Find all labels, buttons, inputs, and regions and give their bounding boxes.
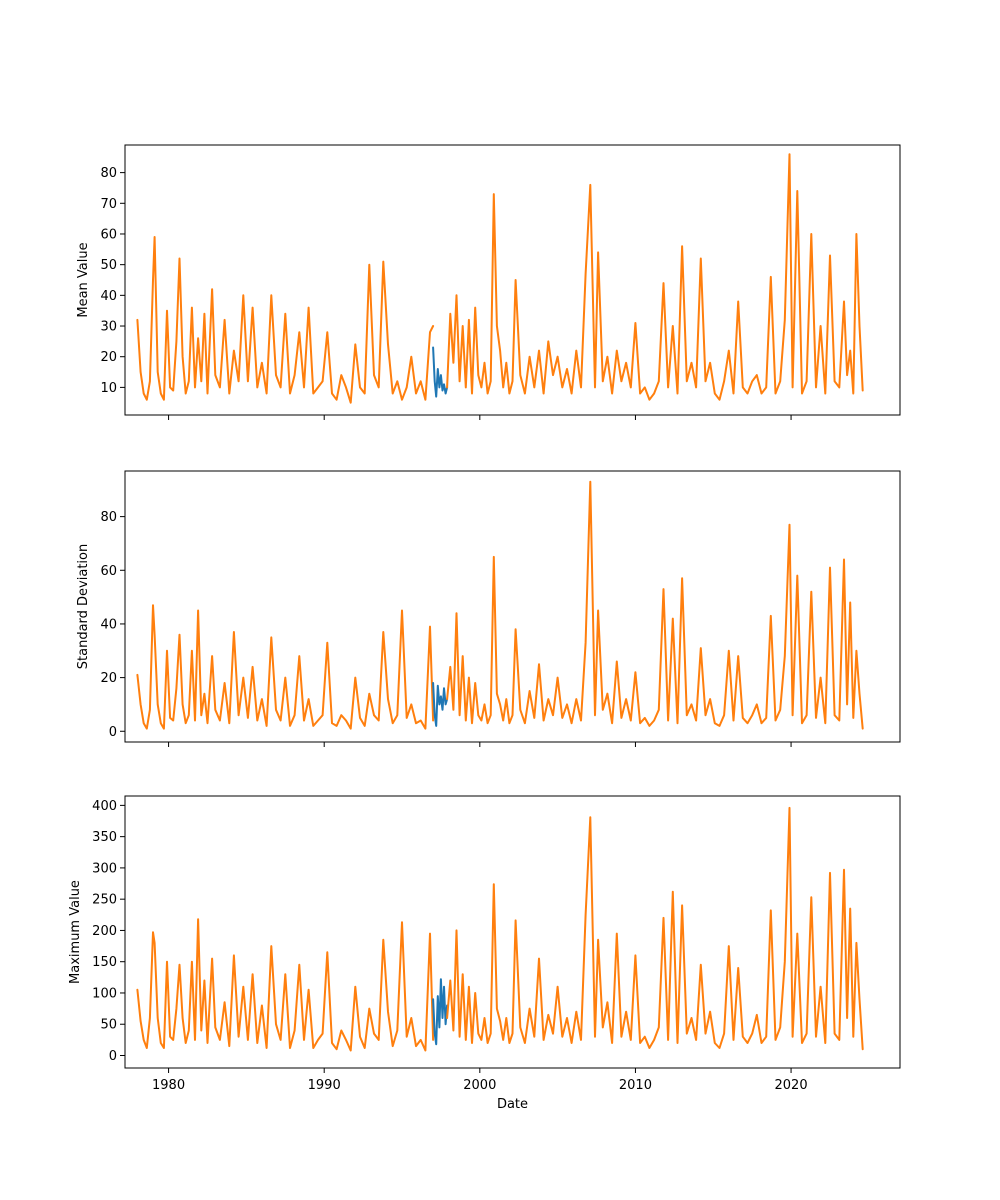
y-tick-label: 20 — [100, 350, 117, 365]
series-line-1-1 — [136, 236, 435, 404]
x-tick-label: 2020 — [775, 1078, 808, 1093]
y-tick-label: 0 — [109, 725, 117, 740]
y-tick-label: 80 — [100, 510, 117, 525]
y-tick-label: 350 — [92, 830, 117, 845]
series-line-2-2 — [432, 682, 449, 727]
series-line-2-1 — [136, 604, 435, 730]
x-tick-label: 2000 — [463, 1078, 496, 1093]
x-axis-label: Date — [497, 1097, 528, 1112]
chart-panel-2: 0 20 40 60 80 Standard Deviation — [76, 470, 901, 747]
series-line-1-2 — [432, 346, 449, 398]
chart-panel-3: 0 50 100 150 200 250 300 350 400 1980 1990 2000 2010… — [68, 795, 901, 1112]
y-tick-label: 50 — [100, 1018, 117, 1033]
y-tick-label: 60 — [100, 564, 117, 579]
y-tick-label: 250 — [92, 893, 117, 908]
y-tick-label: 100 — [92, 986, 117, 1001]
y-tick-label: 10 — [100, 381, 117, 396]
y-tick-label: 400 — [92, 799, 117, 814]
y-tick-label: 150 — [92, 955, 117, 970]
y-tick-label: 0 — [109, 1049, 117, 1064]
x-tick-label: 2010 — [619, 1078, 652, 1093]
y-axis-label: Mean Value — [76, 242, 91, 317]
y-axis-label: Maximum Value — [68, 880, 83, 984]
series-line-3-2 — [432, 978, 449, 1046]
y-tick-label: 20 — [100, 671, 117, 686]
y-tick-label: 40 — [100, 289, 117, 304]
y-tick-label: 80 — [100, 166, 117, 181]
y-tick-label: 60 — [100, 227, 117, 242]
x-tick-label: 1990 — [308, 1078, 341, 1093]
plot-frame — [124, 144, 901, 416]
y-tick-label: 30 — [100, 320, 117, 335]
y-tick-label: 40 — [100, 617, 117, 632]
series-line-3-1 — [136, 918, 435, 1052]
plot-frame — [124, 795, 901, 1069]
x-tick-label: 1980 — [152, 1078, 185, 1093]
y-tick-label: 50 — [100, 258, 117, 273]
plot-frame — [124, 470, 901, 743]
y-axis-label: Standard Deviation — [76, 544, 91, 669]
y-tick-label: 200 — [92, 924, 117, 939]
y-tick-label: 70 — [100, 197, 117, 212]
series-line-1-3 — [446, 153, 864, 401]
series-line-2-3 — [446, 480, 864, 730]
series-line-3-3 — [446, 806, 864, 1051]
y-tick-label: 300 — [92, 861, 117, 876]
chart-panel-1: 10 20 30 40 50 60 70 80 Mean Value — [76, 144, 901, 420]
